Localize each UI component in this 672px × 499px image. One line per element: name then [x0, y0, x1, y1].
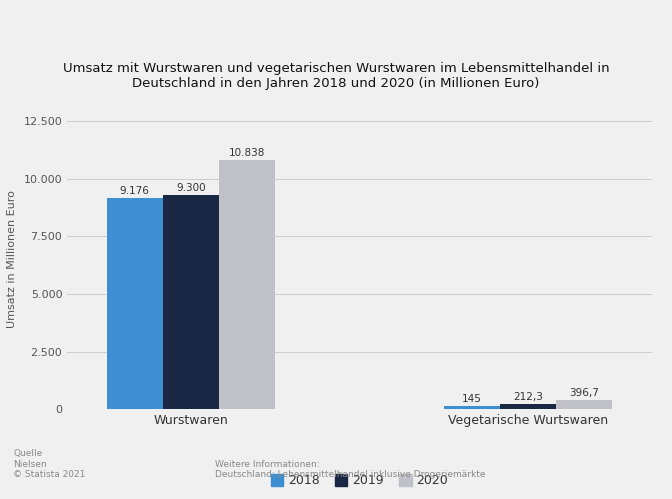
- Text: 212,3: 212,3: [513, 392, 543, 403]
- Bar: [500, 404, 556, 409]
- Bar: [219, 160, 276, 409]
- Text: Weitere Informationen:
Deutschland; Lebensmittelhandel inklusive Drogeriemärkte: Weitere Informationen: Deutschland; Lebe…: [215, 460, 486, 479]
- Text: 145: 145: [462, 394, 482, 404]
- Bar: [444, 406, 500, 409]
- Y-axis label: Umsatz in Millionen Euro: Umsatz in Millionen Euro: [7, 191, 17, 328]
- Bar: [556, 400, 612, 409]
- Text: Umsatz mit Wurstwaren und vegetarischen Wurstwaren im Lebensmittelhandel in
Deut: Umsatz mit Wurstwaren und vegetarischen …: [62, 62, 610, 90]
- Text: 396,7: 396,7: [569, 388, 599, 398]
- Text: 9.300: 9.300: [176, 183, 206, 193]
- Bar: [163, 195, 219, 409]
- Text: Quelle
Nielsen
© Statista 2021: Quelle Nielsen © Statista 2021: [13, 449, 86, 479]
- Text: 10.838: 10.838: [229, 148, 265, 158]
- Text: 9.176: 9.176: [120, 186, 150, 196]
- Legend: 2018, 2019, 2020: 2018, 2019, 2020: [265, 470, 454, 493]
- Bar: [107, 198, 163, 409]
